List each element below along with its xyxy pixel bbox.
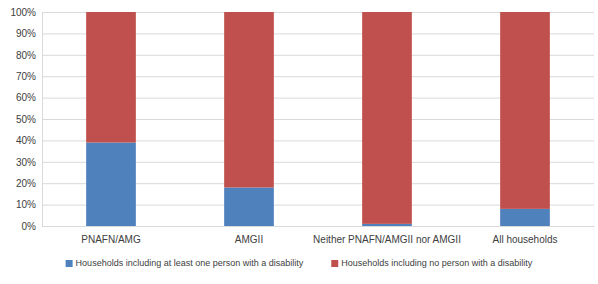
y-tick: 30% [16,157,42,168]
y-tick: 70% [16,71,42,82]
y-tick-label: 60% [16,92,36,103]
series [86,12,550,224]
bar [500,12,550,209]
y-tick: 60% [16,92,42,103]
y-axis: 0% 10% 20% 30% 40% 50% 60% 70% 80% 90% 100% [10,7,42,232]
legend-item: Households including at least one person… [66,258,304,268]
y-axis-line [42,13,43,227]
y-tick-label: 30% [16,157,36,168]
y-tick-label: 70% [16,71,36,82]
bar [86,12,136,143]
bar [500,209,550,226]
bar [362,224,412,226]
bars [86,12,550,226]
y-tick-label: 80% [16,50,36,61]
bar [362,12,412,224]
x-tick-label: Neither PNAFN/AMGII nor AMGII [313,234,461,245]
legend-label: Households including at least one person… [76,258,304,268]
bar [224,187,274,226]
y-tick: 80% [16,50,42,61]
x-tick: PNAFN/AMG [81,226,141,245]
legend: Households including at least one person… [66,258,533,268]
x-tick-label: All households [492,234,557,245]
grid-line [42,226,594,227]
legend-label: Households including no person with a di… [341,258,533,268]
y-tick-label: 100% [10,7,36,18]
y-tick: 10% [16,199,42,210]
y-tick-label: 20% [16,178,36,189]
x-axis: PNAFN/AMG AMGII Neither PNAFN/AMGII nor AM… [43,226,595,245]
y-tick-label: 50% [16,114,36,125]
y-tick-label: 90% [16,28,36,39]
x-tick: All households [492,226,557,245]
y-tick: 0% [22,221,42,232]
y-tick: 20% [16,178,42,189]
y-tick-label: 0% [22,221,37,232]
y-tick-label: 10% [16,199,36,210]
y-tick: 90% [16,28,42,39]
y-tick-label: 40% [16,135,36,146]
legend-swatch [66,260,73,267]
bar [224,12,274,187]
legend-item: Households including no person with a di… [331,258,533,268]
bar [86,143,136,226]
x-tick: AMGII [235,226,263,245]
series [86,143,550,226]
legend-swatch [331,260,338,267]
grid [42,13,594,227]
x-axis-line [43,226,595,227]
y-tick: 100% [10,7,42,18]
x-tick: Neither PNAFN/AMGII nor AMGII [313,226,461,245]
y-tick: 40% [16,135,42,146]
chart: 0% 10% 20% 30% 40% 50% 60% 70% 80% 90% 100% PNAFN/A… [0,0,598,284]
x-tick-label: PNAFN/AMG [81,234,141,245]
x-tick-label: AMGII [235,234,263,245]
y-tick: 50% [16,114,42,125]
